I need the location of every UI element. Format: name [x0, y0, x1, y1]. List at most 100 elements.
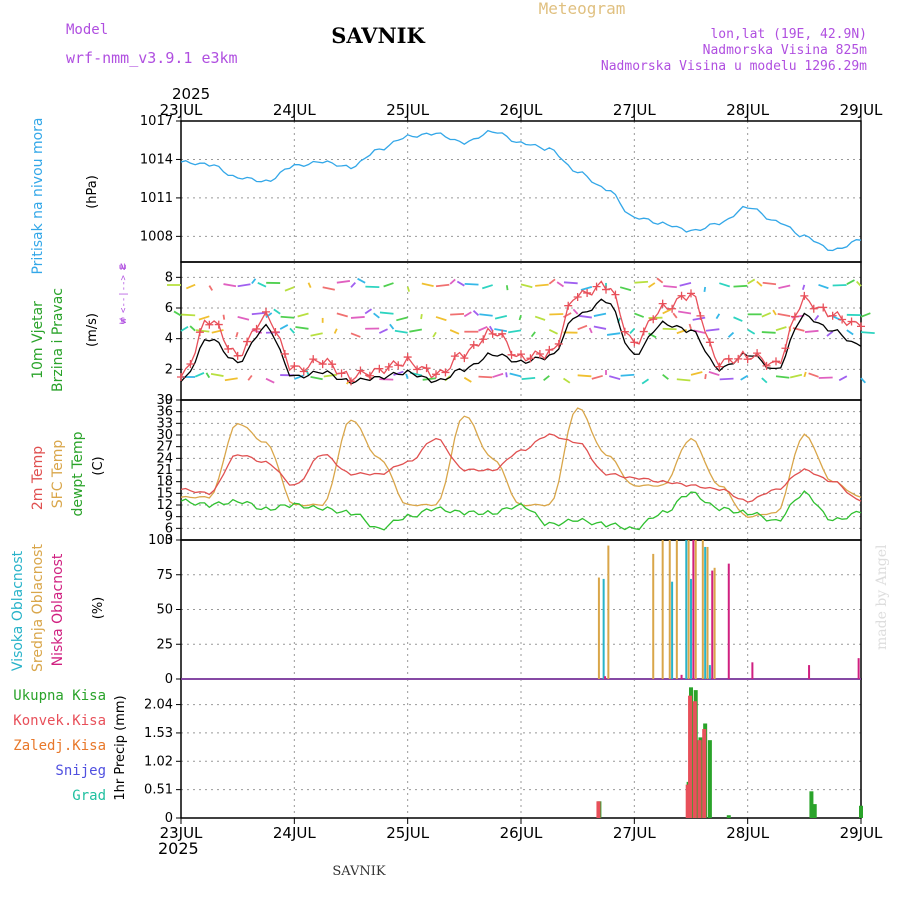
wind-arrow [679, 281, 692, 287]
wind-arrow [772, 309, 777, 316]
precip-bar-ukupna [859, 805, 863, 818]
wind-gust-marker [224, 345, 233, 354]
wind-gust-marker [375, 364, 384, 373]
wind-arrow [705, 328, 720, 332]
x-tick-label-bottom: 29JUL [840, 824, 883, 842]
wind-gust-marker [772, 357, 780, 366]
wind-arrow [435, 316, 447, 322]
temp-ylabel: (C) [91, 456, 106, 475]
cloud-bar-srednja [661, 540, 664, 679]
model-label: Model [66, 22, 108, 38]
precip-bar-ukupna [809, 791, 814, 818]
wind-gust-marker [356, 366, 365, 375]
wind-gust-marker [602, 285, 610, 294]
precip-label-hail: Grad [72, 788, 106, 804]
pressure-ytick-label: 1014 [140, 152, 173, 167]
wind-arrow [310, 375, 323, 381]
wind-arrow [556, 281, 565, 288]
wind-ylabel: (m/s) [85, 313, 100, 347]
temperature-ytick-label: 24 [156, 451, 173, 466]
wind-arrow [846, 279, 855, 285]
wind-gust-marker [715, 362, 724, 371]
wind-arrow [777, 313, 791, 317]
wind-gust-marker [857, 322, 865, 331]
clouds-ytick-label: 50 [156, 603, 173, 618]
pressure-title: Pritisak na nivou mora [30, 117, 46, 274]
x-tick-label-bottom: 24JUL [273, 824, 316, 842]
precip-label-snow: Snijeg [55, 763, 106, 779]
wind-arrow [463, 311, 472, 318]
wind-gust-marker [186, 359, 195, 368]
wind-arrow [464, 282, 479, 286]
wind-arrow [804, 329, 819, 333]
wind-gust-marker [432, 370, 440, 379]
wind-gust-marker [195, 328, 204, 337]
temp2m-label: 2m Temp [30, 446, 46, 510]
temperature-ytick-label: 39 [156, 393, 173, 408]
wind-gust-marker [177, 373, 185, 381]
wind-arrow [703, 286, 707, 293]
wind-gust-marker [280, 349, 289, 358]
x-tick-label-top: 28JUL [726, 101, 769, 119]
wind-arrow [693, 329, 706, 334]
wind-arrow [778, 284, 791, 289]
wind-arrow [838, 375, 848, 382]
wind-arrow [350, 332, 361, 338]
wind-arrow [733, 316, 743, 322]
wind-arrow [305, 369, 310, 376]
wind-arrow [265, 377, 275, 384]
temperature-ytick-label: 12 [156, 498, 173, 513]
wind-gust-line [180, 280, 862, 383]
wind-arrow [548, 278, 556, 285]
wind-arrow [235, 331, 239, 338]
wind-arrow [860, 377, 866, 384]
wind-arrow [577, 374, 592, 378]
temp2m-line [180, 433, 862, 503]
x-tick-label-top: 27JUL [613, 101, 656, 119]
cloud-ylabel: (%) [91, 597, 106, 620]
wind-arrow [284, 286, 295, 292]
wind-arrow [210, 372, 224, 377]
wind-arrow [223, 283, 237, 288]
cloud-bar-srednja [706, 546, 709, 679]
wind-arrow [508, 329, 522, 334]
wind-arrow [715, 313, 721, 320]
wind-arrow [641, 378, 650, 385]
wind-arrow [198, 315, 210, 321]
wind-title: 10m Vjetar Brzina i Pravac [30, 288, 66, 392]
wind-gust-marker [696, 311, 705, 320]
wind-gust-marker [611, 290, 620, 299]
wind-arrow [181, 313, 196, 317]
wind-arrow [719, 377, 734, 381]
wind-gust-marker [753, 349, 762, 358]
wind-gust-marker [262, 307, 270, 316]
precip-ytick-label: 2.04 [144, 698, 173, 713]
wind-gust-marker [658, 299, 667, 308]
year-top: 2025 [172, 85, 210, 103]
sfc-label: SFC Temp [50, 440, 66, 509]
wind-arrow [336, 312, 348, 318]
wind-gust-marker [743, 355, 752, 364]
cloud-bar-visoka [671, 581, 674, 679]
wind-arrow [383, 282, 394, 288]
wind-arrow [224, 377, 238, 382]
wind-arrow [505, 285, 509, 291]
wind-arrow [365, 285, 380, 289]
wind-arrow [435, 283, 450, 288]
wind-arrow [593, 325, 607, 330]
x-tick-label-bottom: 27JUL [613, 824, 656, 842]
wind-gust-marker [347, 377, 355, 386]
wind-arrow [802, 284, 806, 291]
wind-arrow [265, 312, 273, 319]
wind-arrow [692, 316, 706, 321]
wind-arrow [396, 316, 408, 322]
watermark: made by Angel [874, 544, 890, 650]
wind-arrow [450, 312, 465, 316]
wind-arrow [733, 284, 748, 288]
wind-gust-marker [365, 371, 374, 380]
wind-arrow [205, 372, 211, 379]
x-tick-label-bottom: 28JUL [726, 824, 769, 842]
wind-arrow [251, 278, 257, 285]
wind-gust-marker [535, 349, 544, 358]
cloud-bar-visoka [704, 546, 707, 679]
